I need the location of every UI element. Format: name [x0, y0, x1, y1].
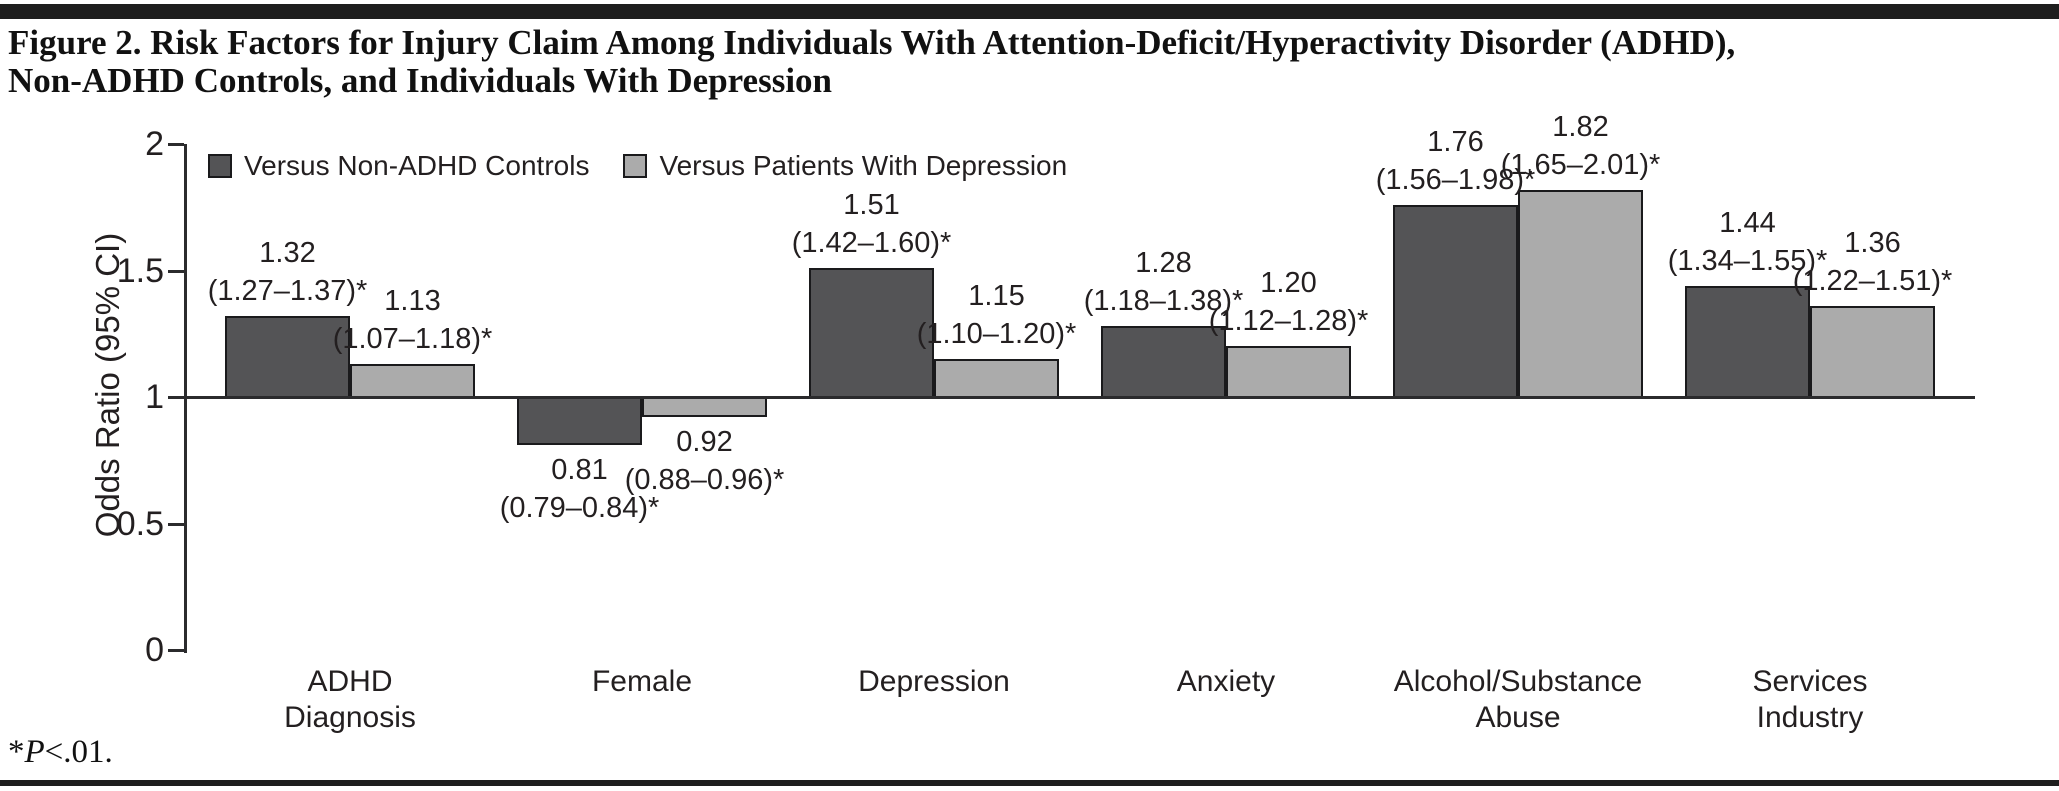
y-tick-label: 2 — [145, 125, 164, 163]
bar-value-label: 0.81 (0.79–0.84)* — [470, 451, 690, 527]
bar — [1393, 204, 1518, 399]
bar-value: 1.32 — [259, 237, 316, 270]
bar-value: 0.81 — [551, 454, 608, 487]
category-label: Anxiety — [1176, 665, 1276, 698]
bar-value-label: 1.32 (1.27–1.37)* — [178, 234, 398, 310]
bar-value: 1.20 — [1260, 267, 1317, 300]
footnote-star: * — [8, 734, 25, 770]
bar-value-label: 0.92 (0.88–0.96)* — [595, 423, 815, 499]
bar-value: 1.82 — [1552, 110, 1609, 143]
bar-value: 0.92 — [676, 426, 733, 459]
figure-title-line2: Non-ADHD Controls, and Individuals With … — [8, 61, 833, 100]
y-axis-line — [184, 144, 187, 653]
bar-value: 1.13 — [384, 285, 441, 318]
bar-value-label: 1.76 (1.56–1.98)* — [1346, 123, 1566, 199]
bar-ci: (1.07–1.18)* — [332, 323, 493, 356]
bar-ci: (1.34–1.55)* — [1667, 244, 1828, 277]
bar-value: 1.15 — [968, 280, 1025, 313]
bar-value-label: 1.13 (1.07–1.18)* — [303, 282, 523, 358]
footnote: *P<.01. — [8, 734, 113, 771]
footnote-p: P — [24, 734, 45, 770]
bar-value-label: 1.28 (1.18–1.38)* — [1054, 244, 1274, 320]
bar — [1226, 346, 1351, 399]
bar-ci: (1.27–1.37)* — [207, 275, 368, 308]
bar-value: 1.36 — [1844, 226, 1901, 259]
bar — [225, 316, 350, 399]
bar — [1685, 285, 1810, 399]
bar-ci: (0.79–0.84)* — [499, 492, 660, 525]
bar-ci: (1.56–1.98)* — [1375, 163, 1536, 196]
bar — [809, 267, 934, 399]
y-tick — [168, 522, 184, 526]
baseline-or-1 — [187, 396, 1975, 399]
bar-ci: (1.10–1.20)* — [916, 318, 1077, 351]
legend-label-depression: Versus Patients With Depression — [659, 150, 1068, 181]
bar-ci: (0.88–0.96)* — [624, 464, 785, 497]
y-tick-label: 1 — [145, 378, 164, 416]
bar-value: 1.76 — [1427, 125, 1484, 158]
bar — [1810, 305, 1935, 399]
bar-ci: (1.18–1.38)* — [1083, 285, 1244, 318]
category-label: Services Industry — [1752, 665, 1868, 734]
figure-title: Figure 2. Risk Factors for Injury Claim … — [8, 24, 2048, 100]
figure-title-line1: Figure 2. Risk Factors for Injury Claim … — [8, 23, 1736, 62]
chart-legend: Versus Non-ADHD Controls Versus Patients… — [208, 150, 1101, 182]
bar-value-label: 1.15 (1.10–1.20)* — [887, 277, 1107, 353]
footnote-rest: <.01. — [44, 734, 113, 770]
bar-value-label: 1.44 (1.34–1.55)* — [1638, 204, 1858, 280]
legend-swatch-dark — [208, 154, 232, 178]
category-label: Depression — [858, 665, 1010, 698]
y-tick — [168, 269, 184, 273]
bar — [350, 364, 475, 399]
y-tick — [168, 649, 184, 652]
bar — [642, 397, 767, 418]
legend-label-controls: Versus Non-ADHD Controls — [244, 150, 590, 181]
category-label: ADHD Diagnosis — [284, 665, 416, 734]
bar-value: 1.28 — [1135, 247, 1192, 280]
bar-value: 1.44 — [1719, 206, 1776, 239]
y-tick — [168, 396, 184, 399]
bar-value-label: 1.51 (1.42–1.60)* — [762, 186, 982, 262]
y-tick — [168, 143, 184, 146]
category-label: Female — [591, 665, 693, 698]
bottom-rule — [0, 780, 2059, 786]
y-tick-label: 0.5 — [116, 504, 164, 543]
bar — [934, 359, 1059, 399]
y-tick-label: 1.5 — [116, 251, 164, 290]
legend-swatch-light — [623, 154, 648, 178]
bar-ci: (1.42–1.60)* — [791, 226, 952, 259]
bar-ci: (1.22–1.51)* — [1792, 264, 1953, 297]
top-rule — [0, 4, 2059, 19]
bar-ci: (1.12–1.28)* — [1208, 305, 1369, 338]
category-label: Alcohol/Substance Abuse — [1393, 665, 1643, 734]
bar-value-label: 1.82 (1.65–2.01)* — [1471, 108, 1691, 184]
bar — [1518, 189, 1643, 399]
bar-ci: (1.65–2.01)* — [1500, 148, 1661, 181]
bar-value: 1.51 — [843, 188, 900, 221]
y-tick-label: 0 — [145, 631, 164, 669]
bar-value-label: 1.36 (1.22–1.51)* — [1763, 224, 1983, 300]
bar-value-label: 1.20 (1.12–1.28)* — [1179, 264, 1399, 340]
